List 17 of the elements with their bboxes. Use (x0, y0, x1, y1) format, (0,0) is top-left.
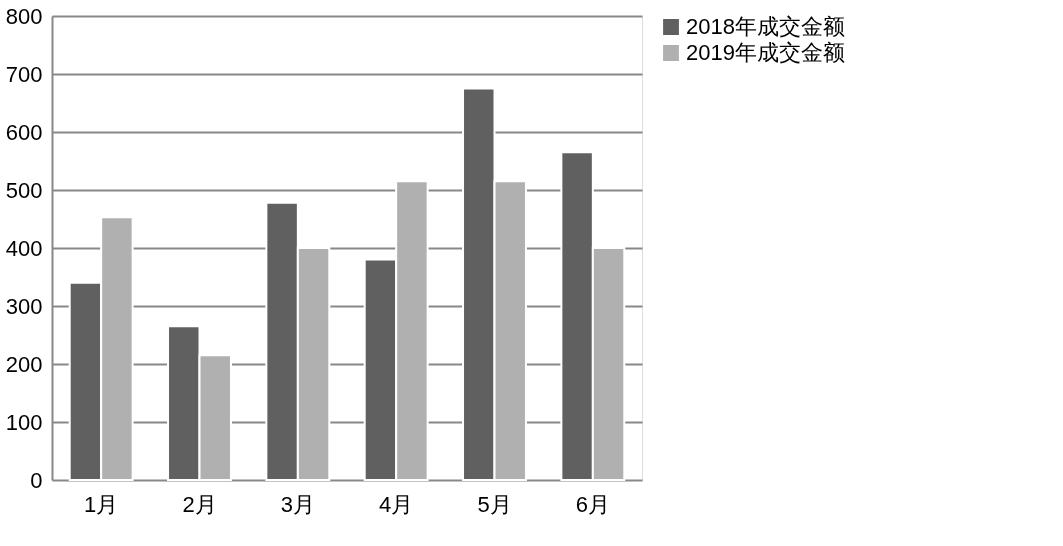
x-tick-label: 6月 (575, 491, 610, 517)
x-tick-label: 4月 (379, 491, 414, 517)
y-tick-label: 800 (5, 3, 43, 29)
x-tick-label: 2月 (182, 491, 217, 517)
y-tick-label: 600 (5, 119, 43, 145)
y-tick-label: 200 (5, 351, 43, 377)
y-tick-label: 300 (5, 293, 43, 319)
x-tick-label: 5月 (477, 491, 512, 517)
y-tick-label: 0 (30, 467, 43, 493)
legend-label: 2018年成交金额 (686, 14, 845, 39)
y-tick-label: 400 (5, 235, 43, 261)
y-tick-label: 700 (5, 61, 43, 87)
y-tick-label: 500 (5, 177, 43, 203)
y-tick-label: 100 (5, 409, 43, 435)
x-tick-label: 1月 (84, 491, 119, 517)
legend-label: 2019年成交金额 (686, 40, 845, 65)
x-tick-label: 3月 (280, 491, 315, 517)
